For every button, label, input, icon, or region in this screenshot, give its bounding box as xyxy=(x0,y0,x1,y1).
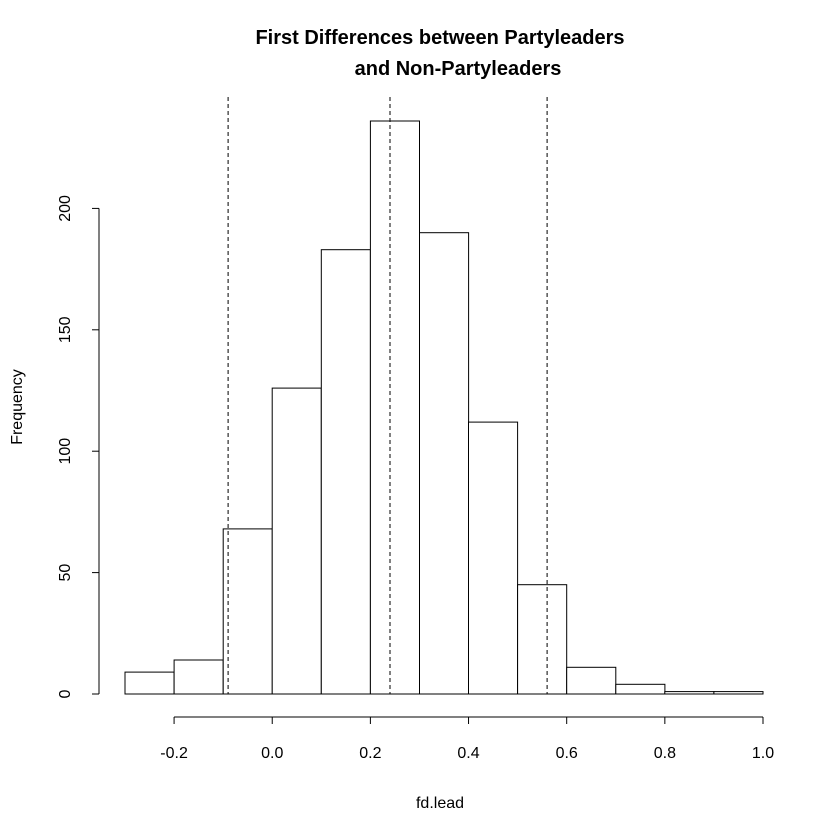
y-tick-label: 50 xyxy=(57,564,74,582)
histogram-bar xyxy=(615,683,666,695)
histogram-bar xyxy=(124,671,175,695)
x-tick-label: 0.2 xyxy=(359,745,381,762)
y-tick-label: 0 xyxy=(57,689,74,698)
histogram-bar xyxy=(369,120,420,695)
x-tick-label: 0.4 xyxy=(457,745,479,762)
y-tick-label: 150 xyxy=(57,316,74,343)
histogram-bar xyxy=(566,666,617,695)
histogram-bar xyxy=(173,659,224,695)
x-tick-label: 0.8 xyxy=(654,745,676,762)
x-axis-label: fd.lead xyxy=(416,795,464,812)
histogram-bar xyxy=(517,584,568,695)
x-tick-label: 1.0 xyxy=(752,745,774,762)
y-axis: 0 50 100 150 200 xyxy=(57,195,100,698)
chart-title-line-2: and Non-Partyleaders xyxy=(355,58,562,80)
histogram-bars xyxy=(124,120,764,695)
histogram-bar xyxy=(713,691,764,695)
reference-lines xyxy=(227,97,548,694)
y-axis-label: Frequency xyxy=(9,369,26,445)
y-tick-label: 200 xyxy=(57,195,74,222)
chart-title-line-1: First Differences between Partyleaders xyxy=(255,27,624,49)
x-tick-label: -0.2 xyxy=(160,745,188,762)
histogram-bar xyxy=(222,528,273,695)
histogram-bar xyxy=(419,232,470,695)
y-tick-label: 100 xyxy=(57,438,74,465)
histogram-bar xyxy=(320,249,371,695)
histogram-bar xyxy=(468,421,519,695)
x-tick-label: 0.0 xyxy=(261,745,283,762)
x-tick-label: 0.6 xyxy=(556,745,578,762)
x-axis: -0.2 0.0 0.2 0.4 0.6 0.8 1.0 xyxy=(160,716,774,762)
histogram-bar xyxy=(271,387,322,695)
histogram-bar xyxy=(664,691,715,695)
